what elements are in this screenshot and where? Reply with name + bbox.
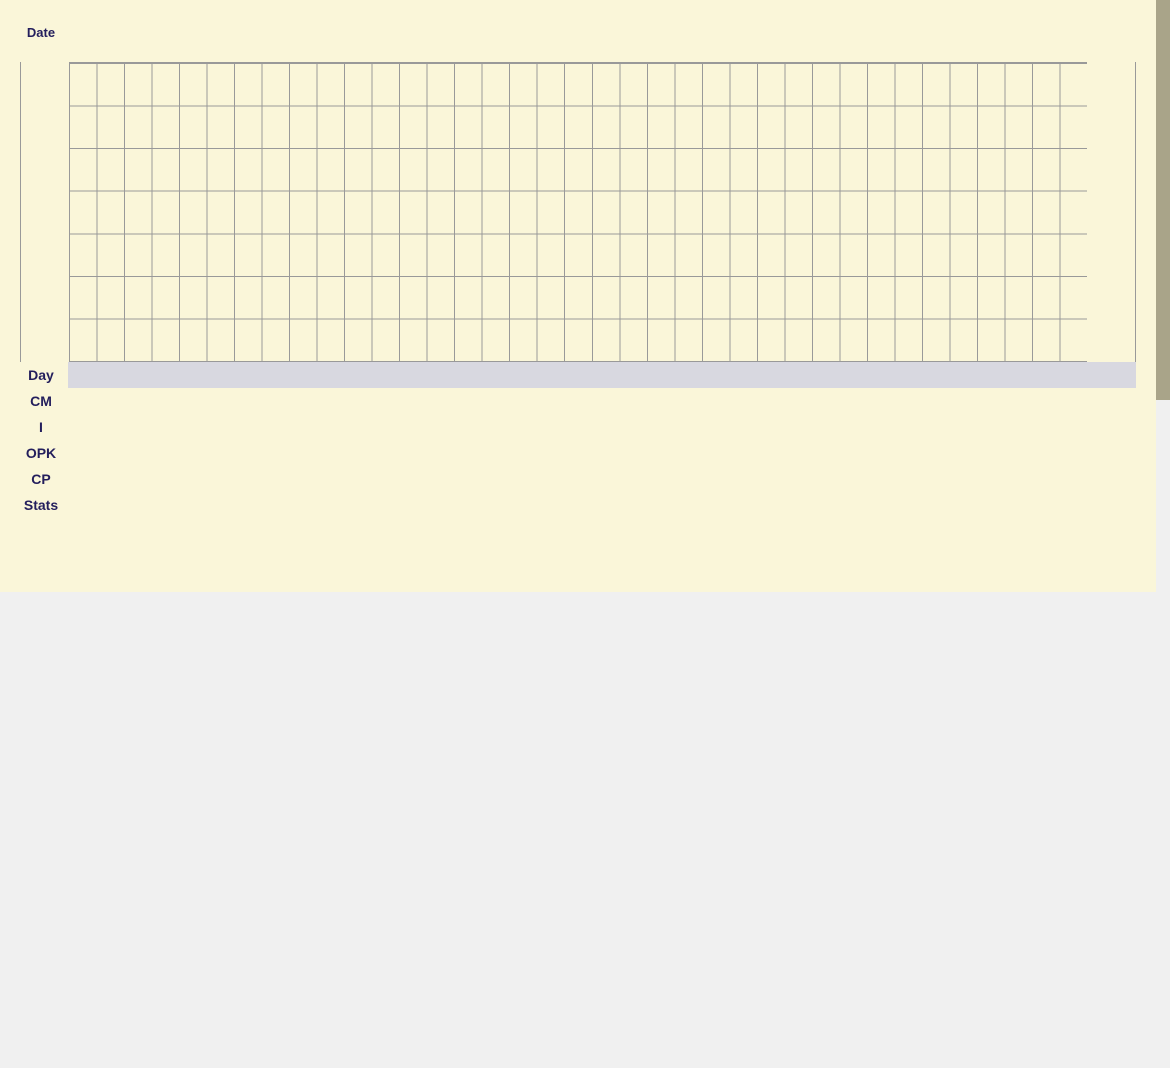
fertility-chart-page: Date [0, 0, 1170, 1068]
cm-row: CM [20, 388, 1136, 414]
y-axis-left [21, 62, 69, 362]
vertical-scrollbar[interactable] [1156, 0, 1170, 400]
opk-row: OPK [20, 440, 1136, 466]
day-row: Day [20, 362, 1136, 388]
medication-legend [0, 518, 1156, 546]
y-axis-right [1087, 62, 1135, 362]
date-row-label: Date [20, 22, 68, 42]
chart-container: Date [0, 0, 1156, 592]
top-header [0, 0, 1156, 22]
temperature-plot [20, 62, 1136, 362]
plot-canvas [69, 62, 1087, 362]
i-row: I [20, 414, 1136, 440]
footer [0, 546, 1156, 572]
data-grid-table: Day CM I OP [20, 362, 1136, 518]
stats-row: Stats [20, 492, 1136, 518]
date-header-table: Date [20, 22, 1136, 62]
cp-row: CP [20, 466, 1136, 492]
